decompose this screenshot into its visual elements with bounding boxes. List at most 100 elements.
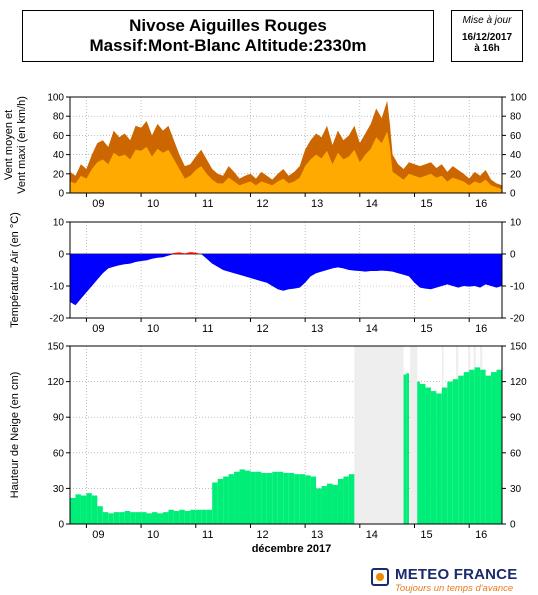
- snow-depth-bar: [97, 506, 103, 524]
- snow-depth-bar: [152, 512, 158, 524]
- plot-frame: [69, 221, 503, 319]
- x-day-label: 13: [311, 323, 323, 335]
- y-tick-label-right: 20: [510, 169, 522, 180]
- snow-depth-bar: [195, 509, 202, 524]
- temperature-negative-area: [70, 254, 502, 306]
- snow-depth-bar: [447, 381, 453, 524]
- y-tick-label-right: 60: [510, 131, 522, 142]
- snow-depth-bar: [190, 509, 196, 524]
- meteo-france-logo: METEO FRANCE Toujours un temps d'avance: [371, 566, 537, 594]
- snow-depth-bar: [419, 383, 426, 524]
- missing-data-band: [354, 346, 404, 524]
- snow-depth-bar: [206, 509, 213, 524]
- snow-depth-bar: [436, 393, 442, 524]
- snow-depth-bar: [441, 387, 448, 524]
- y-tick-label-left: 0: [58, 520, 64, 531]
- y-tick-label-left: 30: [53, 484, 65, 495]
- y-tick-label-right: 30: [510, 484, 522, 495]
- y-axis-label: Température Air (en °C): [9, 212, 21, 328]
- x-day-label: 10: [147, 529, 159, 541]
- y-tick-label-left: -10: [50, 282, 65, 293]
- snow-depth-bar: [348, 474, 355, 524]
- y-tick-label-right: 10: [510, 218, 522, 229]
- meteo-france-logo-icon: [371, 568, 389, 586]
- snow-depth-bar: [458, 375, 464, 524]
- snow-depth-bar: [403, 374, 407, 524]
- snow-depth-bar: [234, 471, 240, 524]
- station-subtitle: Massif:Mont-Blanc Altitude:2330m: [89, 36, 367, 55]
- y-tick-label-left: 150: [47, 342, 64, 353]
- y-tick-label-left: -20: [50, 314, 65, 325]
- x-day-label: 11: [202, 198, 213, 210]
- x-day-label: 11: [202, 529, 213, 541]
- snow-depth-bar: [124, 510, 131, 524]
- y-tick-label-right: 0: [510, 520, 516, 531]
- y-tick-label-left: 10: [53, 218, 65, 229]
- snow-depth-bar: [173, 510, 180, 524]
- x-day-label: 15: [420, 529, 432, 541]
- snow-depth-bar: [75, 494, 81, 524]
- y-tick-label-right: 0: [510, 250, 516, 261]
- x-day-label: 13: [311, 198, 323, 210]
- y-tick-label-left: 0: [58, 189, 64, 200]
- snow-depth-bar: [288, 472, 295, 524]
- y-tick-label-right: 150: [510, 342, 527, 353]
- y-tick-label-right: -20: [510, 314, 525, 325]
- snow-depth-bar: [261, 472, 267, 524]
- snow-depth-bar: [343, 476, 349, 524]
- y-tick-label-right: 100: [510, 93, 527, 104]
- snow-depth-bar: [113, 512, 120, 524]
- plot-frame: [69, 96, 503, 194]
- snow-depth-bar: [102, 512, 109, 524]
- snow-depth-bar: [184, 510, 191, 524]
- chart-panel-3: 0 0 30 30 60 60 90 90 120 120 150 150 09 10 11 12 13 14 15…: [9, 342, 527, 556]
- snow-depth-bar: [406, 373, 410, 524]
- snow-depth-bar: [337, 478, 344, 524]
- snow-depth-bar: [417, 381, 420, 524]
- x-day-label: 14: [366, 323, 378, 335]
- x-day-label: 10: [147, 323, 159, 335]
- snow-depth-bar: [327, 483, 333, 524]
- plot-frame: [69, 345, 503, 525]
- snow-depth-bar: [277, 471, 284, 524]
- chart-panel-2: -20 -20 -10 -10 0 0 10 10 09 10 11 12 13 14 15 16 Tempér…: [9, 212, 525, 335]
- snow-depth-bar: [168, 509, 174, 524]
- snow-depth-bar: [425, 387, 431, 524]
- x-day-label: 09: [92, 323, 104, 335]
- x-day-label: 11: [202, 323, 213, 335]
- title-box: Nivose Aiguilles Rouges Massif:Mont-Blan…: [22, 10, 434, 62]
- snow-depth-bar: [316, 488, 322, 524]
- x-day-label: 14: [366, 198, 378, 210]
- snow-depth-bar: [162, 512, 169, 524]
- snow-depth-bar: [452, 379, 459, 524]
- x-day-label: 09: [92, 529, 104, 541]
- brand-tagline: Toujours un temps d'avance: [395, 583, 514, 594]
- snow-depth-bar: [283, 472, 289, 524]
- snow-depth-bar: [310, 476, 317, 524]
- snow-depth-bar: [266, 472, 273, 524]
- y-tick-label-right: -10: [510, 282, 525, 293]
- y-tick-label-right: 0: [510, 189, 516, 200]
- snow-depth-bar: [299, 474, 306, 524]
- update-box: Mise à jour 16/12/2017 à 16h: [451, 10, 523, 62]
- snow-depth-bar: [108, 513, 114, 524]
- update-label: Mise à jour: [462, 15, 512, 26]
- y-tick-label-left: 80: [53, 112, 65, 123]
- x-day-label: 13: [311, 529, 323, 541]
- snow-depth-bar: [463, 372, 470, 524]
- x-day-label: 15: [420, 198, 432, 210]
- y-tick-label-left: 40: [53, 150, 65, 161]
- snow-depth-bar: [70, 497, 76, 524]
- snow-depth-bar: [135, 512, 142, 524]
- x-day-label: 12: [256, 323, 268, 335]
- x-day-label: 16: [475, 198, 487, 210]
- snow-depth-bar: [130, 512, 136, 524]
- y-tick-label-right: 80: [510, 112, 522, 123]
- snow-depth-bar: [239, 469, 245, 524]
- snow-depth-bar: [244, 470, 251, 524]
- x-day-label: 12: [256, 529, 268, 541]
- wind-mean-area: [70, 131, 502, 193]
- snow-depth-bar: [491, 372, 497, 524]
- x-day-label: 12: [256, 198, 268, 210]
- x-day-label: 09: [92, 198, 104, 210]
